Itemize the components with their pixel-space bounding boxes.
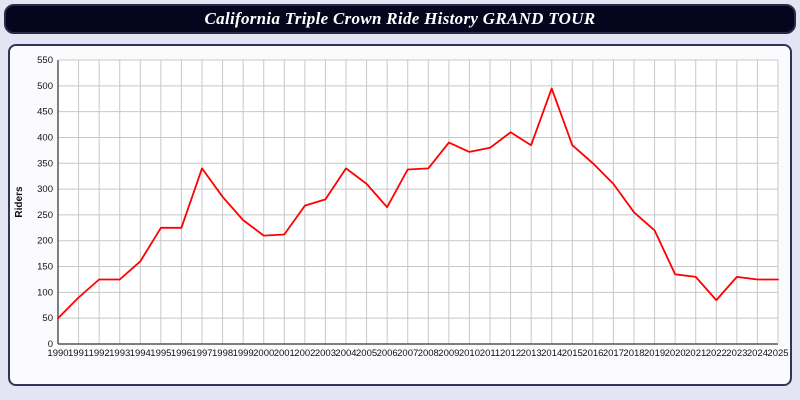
svg-text:1990: 1990 bbox=[47, 348, 68, 359]
svg-text:200: 200 bbox=[37, 236, 53, 247]
chart-panel: 0 50 100 150 200 250 300 350 400 450 500 550 1990 199… bbox=[8, 44, 792, 386]
svg-text:1991: 1991 bbox=[68, 348, 89, 359]
svg-text:2019: 2019 bbox=[644, 348, 665, 359]
svg-text:1997: 1997 bbox=[191, 348, 212, 359]
svg-text:1992: 1992 bbox=[89, 348, 110, 359]
svg-text:1995: 1995 bbox=[150, 348, 171, 359]
svg-text:1998: 1998 bbox=[212, 348, 233, 359]
svg-text:550: 550 bbox=[37, 55, 53, 66]
svg-text:500: 500 bbox=[37, 81, 53, 92]
y-axis-label: Riders bbox=[14, 186, 25, 218]
svg-text:2015: 2015 bbox=[562, 348, 583, 359]
svg-text:2000: 2000 bbox=[253, 348, 274, 359]
svg-text:2011: 2011 bbox=[480, 348, 500, 359]
svg-text:2016: 2016 bbox=[582, 348, 603, 359]
title-bar: California Triple Crown Ride History GRA… bbox=[4, 4, 796, 34]
svg-text:0: 0 bbox=[48, 339, 53, 350]
svg-text:1996: 1996 bbox=[171, 348, 192, 359]
svg-text:100: 100 bbox=[37, 287, 53, 298]
svg-text:400: 400 bbox=[37, 132, 53, 143]
svg-text:350: 350 bbox=[37, 158, 53, 169]
svg-text:50: 50 bbox=[42, 313, 53, 324]
svg-text:2024: 2024 bbox=[747, 348, 768, 359]
svg-text:2005: 2005 bbox=[356, 348, 377, 359]
svg-text:2018: 2018 bbox=[623, 348, 644, 359]
svg-text:1999: 1999 bbox=[233, 348, 254, 359]
svg-text:150: 150 bbox=[37, 262, 53, 273]
svg-text:2014: 2014 bbox=[541, 348, 562, 359]
svg-text:2003: 2003 bbox=[315, 348, 336, 359]
svg-text:2023: 2023 bbox=[726, 348, 747, 359]
svg-text:2006: 2006 bbox=[377, 348, 398, 359]
svg-text:450: 450 bbox=[37, 107, 53, 118]
page-title: California Triple Crown Ride History GRA… bbox=[204, 9, 596, 28]
svg-text:2022: 2022 bbox=[706, 348, 727, 359]
svg-text:2012: 2012 bbox=[500, 348, 521, 359]
svg-text:2002: 2002 bbox=[294, 348, 315, 359]
svg-text:2025: 2025 bbox=[767, 348, 788, 359]
svg-text:250: 250 bbox=[37, 210, 53, 221]
svg-text:300: 300 bbox=[37, 184, 53, 195]
svg-text:2013: 2013 bbox=[521, 348, 542, 359]
svg-text:2008: 2008 bbox=[418, 348, 439, 359]
svg-text:2021: 2021 bbox=[685, 348, 706, 359]
svg-text:2020: 2020 bbox=[665, 348, 686, 359]
svg-text:1993: 1993 bbox=[109, 348, 130, 359]
svg-text:2004: 2004 bbox=[335, 348, 356, 359]
svg-text:2007: 2007 bbox=[397, 348, 418, 359]
svg-text:1994: 1994 bbox=[130, 348, 151, 359]
svg-text:2009: 2009 bbox=[438, 348, 459, 359]
svg-text:2017: 2017 bbox=[603, 348, 624, 359]
svg-text:2001: 2001 bbox=[274, 348, 295, 359]
svg-text:2010: 2010 bbox=[459, 348, 480, 359]
riders-series-line bbox=[57, 87, 779, 320]
